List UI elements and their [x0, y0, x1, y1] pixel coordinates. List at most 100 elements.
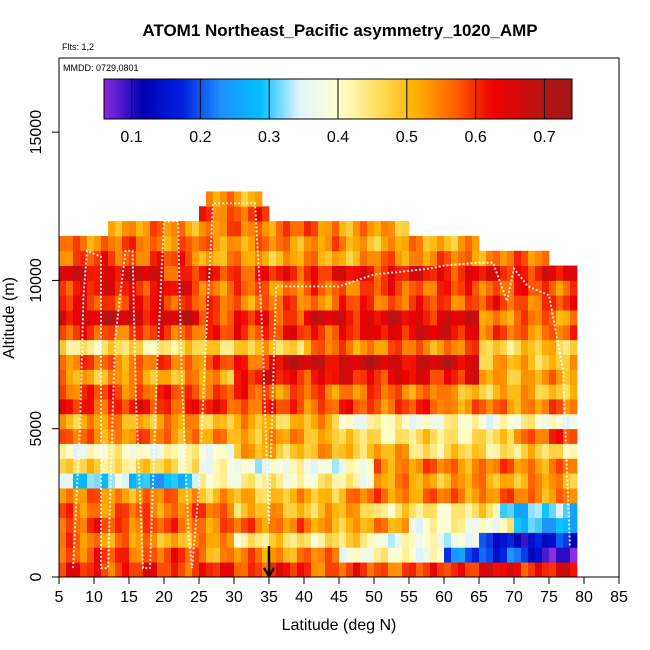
- heatmap-cell: [514, 428, 522, 444]
- heatmap-cell: [472, 413, 480, 430]
- heatmap-cell: [444, 280, 452, 296]
- heatmap-cell: [199, 532, 207, 548]
- heatmap-cell: [500, 354, 508, 370]
- heatmap-cell: [297, 532, 305, 548]
- heatmap-cell: [136, 399, 144, 415]
- heatmap-cell: [129, 295, 137, 311]
- heatmap-cell: [542, 562, 550, 578]
- heatmap-cell: [353, 265, 361, 281]
- heatmap-cell: [409, 235, 417, 252]
- heatmap-cell: [416, 384, 424, 400]
- heatmap-cell: [500, 547, 508, 563]
- heatmap-cell: [150, 339, 158, 355]
- heatmap-cell: [325, 488, 333, 504]
- heatmap-cell: [136, 473, 144, 489]
- heatmap-cell: [486, 280, 494, 296]
- heatmap-cell: [381, 354, 389, 370]
- heatmap-cell: [87, 443, 95, 459]
- heatmap-cell: [115, 547, 123, 563]
- heatmap-cell: [367, 369, 375, 385]
- heatmap-cell: [423, 280, 431, 296]
- heatmap-cell: [290, 399, 298, 415]
- heatmap-cell: [332, 324, 340, 341]
- heatmap-cell: [353, 295, 361, 311]
- heatmap-cell: [514, 354, 522, 370]
- heatmap-cell: [178, 250, 186, 266]
- heatmap-cell: [94, 517, 102, 533]
- heatmap-cell: [570, 428, 578, 444]
- heatmap-cell: [318, 250, 326, 266]
- heatmap-cell: [73, 324, 81, 341]
- heatmap-cell: [423, 532, 431, 548]
- heatmap-cell: [297, 280, 305, 296]
- heatmap-cell: [409, 295, 417, 311]
- heatmap-cell: [262, 280, 270, 296]
- heatmap-cell: [101, 532, 109, 548]
- heatmap-cell: [150, 310, 158, 326]
- heatmap-cell: [360, 310, 368, 326]
- heatmap-cell: [185, 547, 193, 563]
- heatmap-cell: [318, 428, 326, 444]
- heatmap-cell: [388, 221, 396, 237]
- heatmap-cell: [507, 413, 515, 430]
- heatmap-cell: [339, 265, 347, 281]
- heatmap-cell: [283, 295, 291, 311]
- heatmap-cell: [157, 221, 165, 237]
- heatmap-cell: [94, 384, 102, 400]
- y-tick-label: 10000: [28, 258, 45, 303]
- heatmap-cell: [444, 339, 452, 355]
- heatmap-cell: [150, 384, 158, 400]
- heatmap-cell: [122, 473, 130, 489]
- heatmap-cell: [255, 354, 263, 370]
- heatmap-cell: [388, 250, 396, 266]
- heatmap-cell: [143, 235, 151, 252]
- heatmap-cell: [276, 428, 284, 444]
- heatmap-cell: [311, 354, 319, 370]
- heatmap-cell: [304, 502, 312, 519]
- heatmap-cell: [283, 280, 291, 296]
- y-axis-label: Altitude (m): [1, 277, 18, 359]
- heatmap-cell: [528, 280, 536, 296]
- heatmap-cell: [115, 428, 123, 444]
- heatmap-cell: [395, 295, 403, 311]
- heatmap-cell: [290, 310, 298, 326]
- heatmap-cell: [283, 473, 291, 489]
- heatmap-cell: [346, 369, 354, 385]
- heatmap-cell: [234, 295, 242, 311]
- heatmap-cell: [178, 413, 186, 430]
- heatmap-cell: [465, 384, 473, 400]
- heatmap-cell: [444, 502, 452, 519]
- heatmap-cell: [416, 443, 424, 459]
- heatmap-cell: [346, 473, 354, 489]
- heatmap-cell: [374, 428, 382, 444]
- heatmap-cell: [318, 488, 326, 504]
- heatmap-cell: [437, 413, 445, 430]
- heatmap-cell: [73, 443, 81, 459]
- heatmap-cell: [493, 488, 501, 504]
- heatmap-cell: [521, 280, 529, 296]
- heatmap-cell: [94, 354, 102, 370]
- heatmap-cell: [381, 295, 389, 311]
- heatmap-cell: [388, 354, 396, 370]
- heatmap-cell: [451, 265, 459, 281]
- heatmap-cell: [493, 354, 501, 370]
- heatmap-cell: [220, 310, 228, 326]
- heatmap-cell: [381, 562, 389, 578]
- heatmap-cell: [563, 547, 571, 563]
- heatmap-cell: [339, 517, 347, 533]
- heatmap-cell: [332, 547, 340, 563]
- heatmap-cell: [192, 502, 200, 519]
- heatmap-cell: [192, 532, 200, 548]
- heatmap-cell: [213, 280, 221, 296]
- heatmap-cell: [374, 547, 382, 563]
- heatmap-cell: [80, 250, 88, 266]
- heatmap-cell: [178, 458, 186, 474]
- heatmap-cell: [255, 265, 263, 281]
- heatmap-cell: [549, 384, 557, 400]
- heatmap-cell: [423, 339, 431, 355]
- heatmap-cell: [416, 339, 424, 355]
- heatmap-cell: [80, 384, 88, 400]
- heatmap-cell: [514, 324, 522, 341]
- heatmap-cell: [535, 369, 543, 385]
- heatmap-cell: [437, 473, 445, 489]
